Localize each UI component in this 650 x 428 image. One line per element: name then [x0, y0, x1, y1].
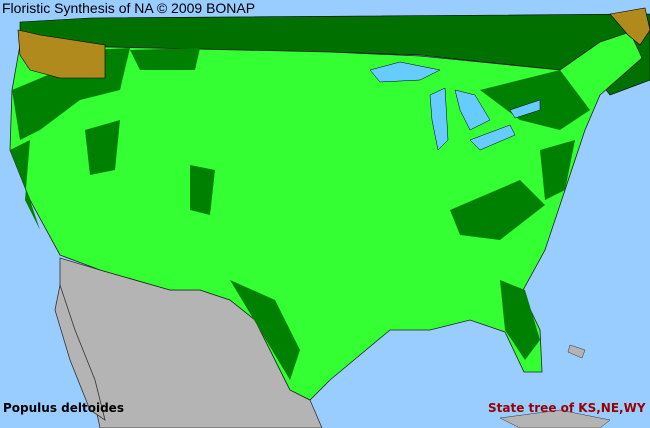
caribbean-islands — [499, 344, 611, 428]
species-name: Populus deltoides — [3, 401, 124, 415]
great-lakes — [369, 61, 541, 151]
maine-region — [609, 7, 650, 46]
washington-state — [17, 29, 106, 79]
map-title: Floristic Synthesis of NA © 2009 BONAP — [2, 0, 256, 16]
baja-california — [54, 283, 106, 421]
state-tree-note: State tree of KS,NE,WY — [488, 401, 646, 415]
